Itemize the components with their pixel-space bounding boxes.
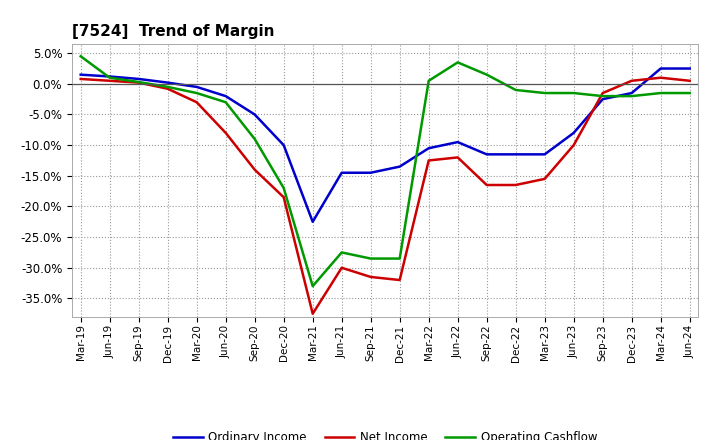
Ordinary Income [541,152,549,157]
Net Income [395,277,404,282]
Ordinary Income [424,146,433,151]
Line: Ordinary Income: Ordinary Income [81,69,690,222]
Ordinary Income [657,66,665,71]
Ordinary Income [570,130,578,136]
Ordinary Income [482,152,491,157]
Ordinary Income [192,84,201,90]
Ordinary Income [685,66,694,71]
Ordinary Income [163,80,172,85]
Line: Operating Cashflow: Operating Cashflow [81,56,690,286]
Operating Cashflow [657,90,665,95]
Operating Cashflow [192,90,201,95]
Operating Cashflow [76,54,85,59]
Net Income [454,155,462,160]
Ordinary Income [598,96,607,102]
Legend: Ordinary Income, Net Income, Operating Cashflow: Ordinary Income, Net Income, Operating C… [168,426,602,440]
Net Income [279,194,288,200]
Operating Cashflow [598,93,607,99]
Net Income [163,86,172,92]
Operating Cashflow [541,90,549,95]
Net Income [135,80,143,85]
Operating Cashflow [570,90,578,95]
Net Income [76,76,85,81]
Operating Cashflow [482,72,491,77]
Net Income [338,265,346,271]
Ordinary Income [627,90,636,95]
Operating Cashflow [308,283,317,289]
Operating Cashflow [424,78,433,84]
Net Income [570,143,578,148]
Operating Cashflow [627,93,636,99]
Ordinary Income [251,112,259,117]
Text: [7524]  Trend of Margin: [7524] Trend of Margin [72,24,274,39]
Operating Cashflow [221,99,230,105]
Operating Cashflow [279,185,288,191]
Operating Cashflow [454,60,462,65]
Net Income [251,167,259,172]
Line: Net Income: Net Income [81,78,690,314]
Net Income [105,78,114,84]
Net Income [482,182,491,187]
Net Income [511,182,520,187]
Operating Cashflow [135,79,143,84]
Ordinary Income [135,76,143,81]
Net Income [308,311,317,316]
Ordinary Income [76,72,85,77]
Ordinary Income [395,164,404,169]
Operating Cashflow [685,90,694,95]
Ordinary Income [366,170,375,176]
Operating Cashflow [163,84,172,90]
Ordinary Income [279,143,288,148]
Net Income [192,99,201,105]
Ordinary Income [221,93,230,99]
Ordinary Income [338,170,346,176]
Net Income [657,75,665,81]
Net Income [627,78,636,84]
Net Income [424,158,433,163]
Net Income [685,78,694,84]
Net Income [221,130,230,136]
Ordinary Income [105,74,114,79]
Net Income [598,90,607,95]
Ordinary Income [454,139,462,145]
Operating Cashflow [395,256,404,261]
Operating Cashflow [338,250,346,255]
Ordinary Income [511,152,520,157]
Operating Cashflow [511,87,520,92]
Operating Cashflow [366,256,375,261]
Ordinary Income [308,219,317,224]
Operating Cashflow [251,136,259,142]
Net Income [541,176,549,182]
Operating Cashflow [105,75,114,81]
Net Income [366,274,375,279]
